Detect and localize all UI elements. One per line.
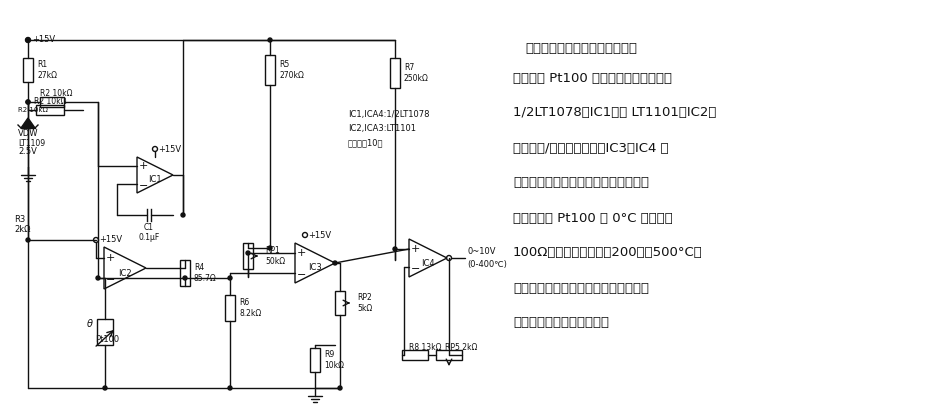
Text: 化。锂电阵 Pt100 在 0°C 时阵値为: 化。锂电阵 Pt100 在 0°C 时阵値为 — [513, 212, 673, 225]
Polygon shape — [21, 118, 35, 128]
Text: θ: θ — [87, 319, 93, 329]
Circle shape — [338, 386, 342, 390]
Text: （增益为10）: （增益为10） — [348, 139, 383, 147]
Text: +15V: +15V — [32, 34, 56, 44]
Text: R3: R3 — [14, 215, 25, 225]
Text: Pt100: Pt100 — [95, 334, 119, 344]
Text: R9
10kΩ: R9 10kΩ — [324, 350, 344, 370]
Circle shape — [333, 261, 337, 265]
Text: R4
85.7Ω: R4 85.7Ω — [194, 263, 217, 283]
Text: VDW: VDW — [18, 129, 39, 139]
Text: IC1: IC1 — [148, 176, 162, 184]
Text: 在工业温度测量中应用普遗，与此电路: 在工业温度测量中应用普遗，与此电路 — [513, 281, 649, 294]
Bar — [390, 58, 400, 88]
Circle shape — [268, 246, 272, 250]
Circle shape — [246, 251, 250, 255]
Text: 0.1μF: 0.1μF — [138, 233, 159, 241]
Text: 2.5V: 2.5V — [18, 147, 37, 157]
Circle shape — [228, 276, 232, 280]
Circle shape — [268, 38, 272, 42]
Circle shape — [26, 100, 30, 104]
Bar — [97, 319, 113, 345]
Bar — [402, 350, 428, 360]
Text: 由锂电阵 Pt100 和四个放大器等组成。: 由锂电阵 Pt100 和四个放大器等组成。 — [513, 71, 672, 84]
Circle shape — [26, 38, 30, 42]
Text: 0~10V: 0~10V — [467, 247, 495, 257]
Text: +15V: +15V — [158, 144, 181, 153]
Text: R2 10kΩ: R2 10kΩ — [33, 97, 67, 107]
Text: 结合后，可提高温控精度。: 结合后，可提高温控精度。 — [513, 317, 609, 330]
Bar — [335, 291, 345, 315]
Text: RP2
5kΩ: RP2 5kΩ — [357, 293, 372, 313]
Text: +: + — [411, 244, 420, 254]
Text: R8 13kΩ: R8 13kΩ — [409, 342, 442, 352]
Circle shape — [26, 100, 30, 104]
Text: IC1,ICA4:1/2LT1078: IC1,ICA4:1/2LT1078 — [348, 110, 430, 120]
Text: IC2: IC2 — [119, 268, 131, 278]
Text: +15V: +15V — [99, 236, 122, 244]
Circle shape — [103, 386, 107, 390]
Text: (0-400℃): (0-400℃) — [467, 260, 507, 270]
Text: IC4: IC4 — [421, 258, 435, 268]
Text: −: − — [411, 264, 420, 274]
Circle shape — [181, 213, 185, 217]
Text: 100Ω，其测温范围为－200～＋500°C，: 100Ω，其测温范围为－200～＋500°C， — [513, 247, 703, 260]
Text: +: + — [139, 161, 148, 171]
Bar — [243, 243, 253, 269]
Text: 2kΩ: 2kΩ — [14, 226, 31, 234]
Text: R2 10kΩ: R2 10kΩ — [40, 89, 72, 99]
Circle shape — [96, 276, 100, 280]
Text: R7
250kΩ: R7 250kΩ — [404, 63, 429, 83]
Bar — [180, 260, 190, 286]
Circle shape — [228, 386, 232, 390]
Text: R1
27kΩ: R1 27kΩ — [37, 60, 57, 80]
Bar — [40, 97, 64, 107]
Bar — [36, 105, 64, 115]
Circle shape — [183, 276, 187, 280]
Text: −: − — [139, 181, 148, 191]
Text: R6
8.2kΩ: R6 8.2kΩ — [239, 298, 261, 318]
Text: IC3: IC3 — [308, 263, 322, 273]
Text: LT1109: LT1109 — [18, 139, 45, 147]
Text: +: + — [106, 253, 116, 263]
Text: C1: C1 — [144, 223, 154, 233]
Bar — [23, 58, 33, 82]
Text: R5
270kΩ: R5 270kΩ — [279, 60, 304, 80]
Text: −: − — [106, 275, 116, 285]
Circle shape — [26, 238, 30, 242]
Text: 构成电压/电流变换电路。IC3、IC4 为: 构成电压/电流变换电路。IC3、IC4 为 — [513, 142, 669, 155]
Text: −: − — [297, 270, 307, 280]
Bar — [265, 55, 275, 85]
Text: RP1
50kΩ: RP1 50kΩ — [265, 246, 285, 266]
Text: IC2,ICA3:LT1101: IC2,ICA3:LT1101 — [348, 124, 416, 134]
Text: 1/2LT1078（IC1）和 LT1101（IC2）: 1/2LT1078（IC1）和 LT1101（IC2） — [513, 107, 717, 120]
Text: +: + — [297, 248, 307, 258]
Text: RP5 2kΩ: RP5 2kΩ — [445, 342, 478, 352]
Text: R2 10kΩ: R2 10kΩ — [18, 107, 48, 113]
Text: +15V: +15V — [308, 231, 332, 239]
Bar — [436, 350, 462, 360]
Text: 锂电阵非线性补唇电路　　电路: 锂电阵非线性补唇电路 电路 — [525, 42, 637, 55]
Circle shape — [393, 247, 397, 251]
Text: 比例放大器，其输出随锂电阵非线性变: 比例放大器，其输出随锂电阵非线性变 — [513, 176, 649, 189]
Bar — [310, 348, 320, 372]
Bar — [225, 295, 235, 321]
